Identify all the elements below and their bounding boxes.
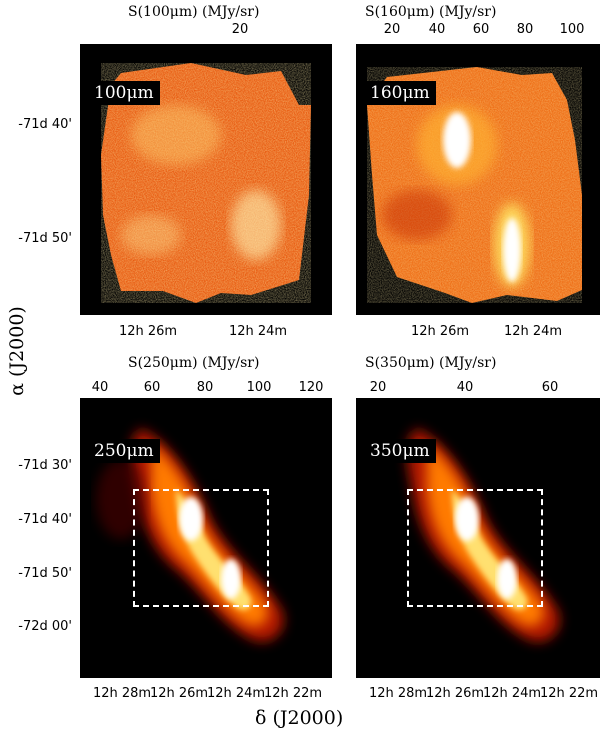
x-tick: 12h 28m — [92, 686, 152, 701]
x-tick: 12h 28m — [368, 686, 428, 701]
colorbar-tick: 20 — [369, 380, 387, 395]
region-box-350um — [407, 489, 543, 607]
y-tick: -71d 30' — [18, 458, 72, 473]
x-tick: 12h 26m — [149, 686, 209, 701]
colorbar-tick: 80 — [516, 22, 534, 37]
y-tick: -71d 50' — [18, 231, 72, 246]
colorbar-tick: 20 — [383, 22, 401, 37]
x-tick: 12h 26m — [425, 686, 485, 701]
colorbar-tick: 40 — [456, 380, 474, 395]
x-tick: 12h 22m — [539, 686, 599, 701]
map-100um: 100μm — [80, 44, 332, 315]
band-label-100um: 100μm — [88, 81, 160, 105]
x-tick: 12h 24m — [206, 686, 266, 701]
colorbar-tick: 60 — [541, 380, 559, 395]
x-axis-title: δ (J2000) — [255, 707, 344, 729]
y-tick: -71d 40' — [18, 117, 72, 132]
x-tick: 12h 24m — [503, 324, 563, 339]
region-box-250um — [133, 489, 269, 607]
y-tick: -71d 50' — [18, 566, 72, 581]
colorbar-tick: 20 — [231, 22, 249, 37]
x-tick: 12h 26m — [410, 324, 470, 339]
colorbar-tick: 60 — [472, 22, 490, 37]
colorbar-tick: 40 — [428, 22, 446, 37]
colorbar-tick: 120 — [298, 380, 324, 395]
y-tick: -71d 40' — [18, 512, 72, 527]
x-tick: 12h 26m — [118, 324, 178, 339]
colorbar-title-160um: S(160μm) (MJy/sr) — [365, 4, 497, 20]
map-350um: 350μm — [356, 398, 600, 678]
colorbar-title-250um: S(250μm) (MJy/sr) — [128, 355, 260, 371]
x-tick: 12h 24m — [228, 324, 288, 339]
y-tick: -72d 00' — [18, 619, 72, 634]
colorbar-tick: 60 — [143, 380, 161, 395]
colorbar-tick: 40 — [91, 380, 109, 395]
colorbar-title-100um: S(100μm) (MJy/sr) — [128, 4, 260, 20]
band-label-350um: 350μm — [364, 439, 436, 463]
colorbar-tick: 80 — [196, 380, 214, 395]
map-160um: 160μm — [356, 44, 600, 315]
colorbar-tick: 100 — [559, 22, 585, 37]
band-label-160um: 160μm — [364, 81, 436, 105]
colorbar-title-350um: S(350μm) (MJy/sr) — [365, 355, 497, 371]
x-tick: 12h 22m — [263, 686, 323, 701]
x-tick: 12h 24m — [482, 686, 542, 701]
band-label-250um: 250μm — [88, 439, 160, 463]
y-axis-title: α (J2000) — [5, 306, 28, 396]
map-250um: 250μm — [80, 398, 332, 678]
colorbar-tick: 100 — [246, 380, 272, 395]
